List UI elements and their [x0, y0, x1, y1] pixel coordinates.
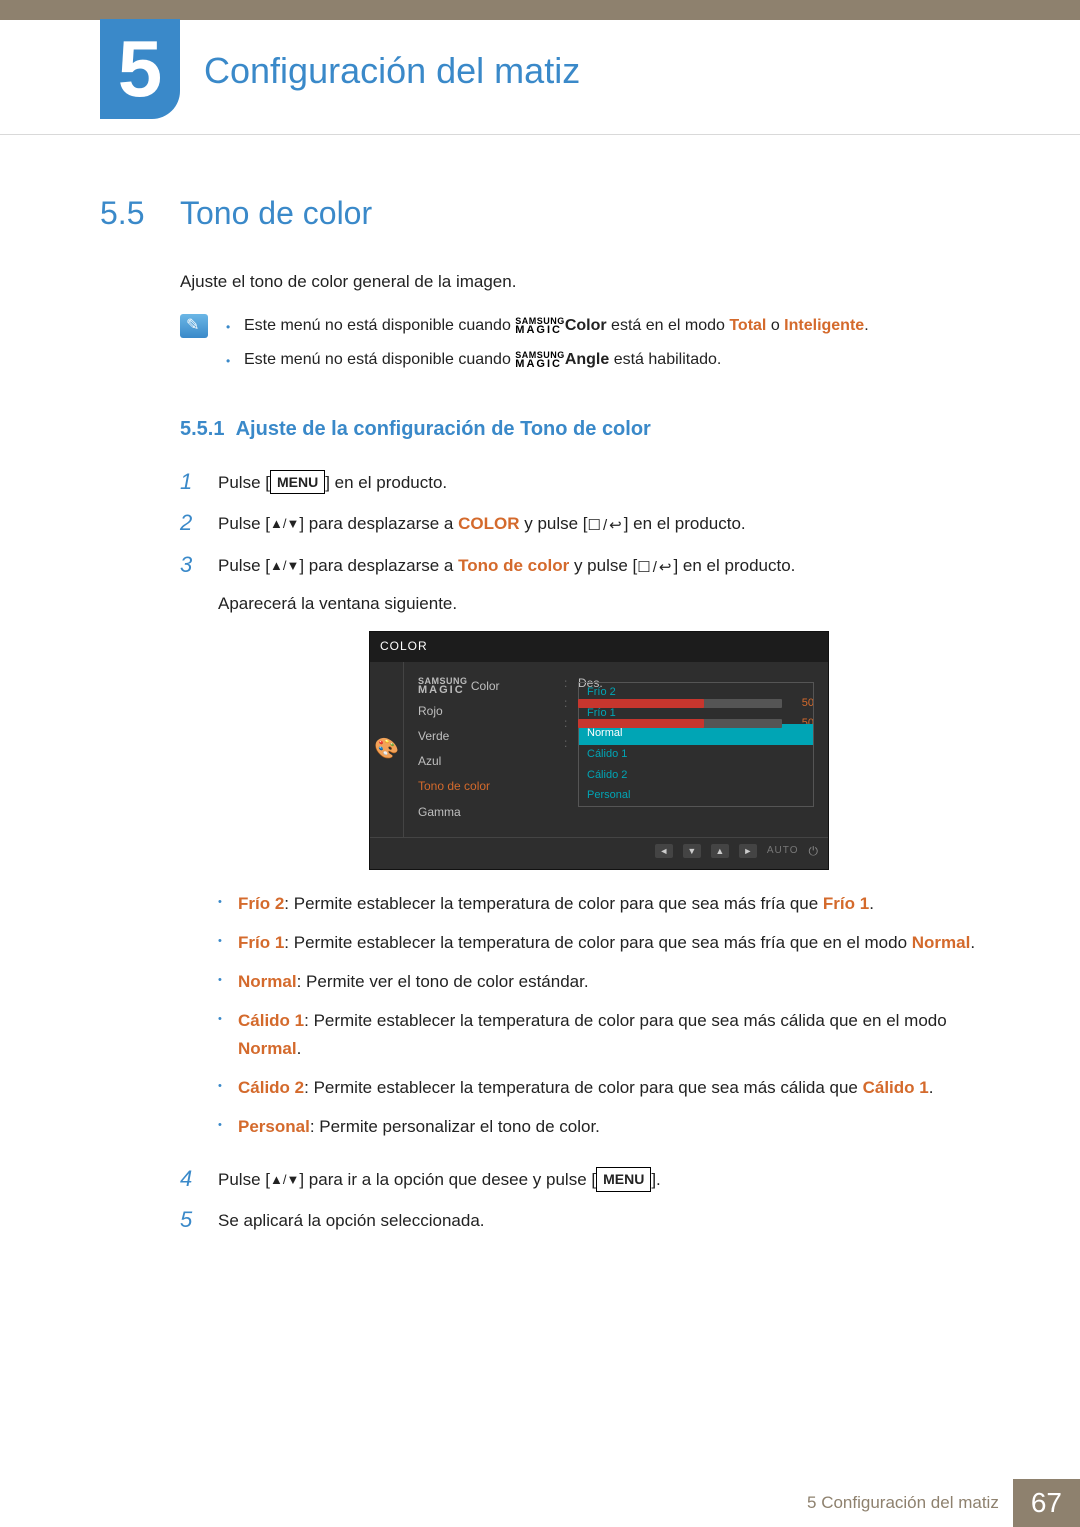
power-icon: ⏻ [809, 842, 819, 861]
note-icon [180, 314, 208, 338]
option-item: Cálido 2: Permite establecer la temperat… [218, 1074, 980, 1101]
chapter-badge: 5 [100, 19, 180, 119]
down-arrow-icon: ▼ [683, 844, 701, 858]
option-item: Frío 1: Permite establecer la temperatur… [218, 929, 980, 956]
step-number: 5 [180, 1207, 200, 1234]
right-arrow-icon: ► [739, 844, 757, 858]
step-item: 4 Pulse [▲/▼] para ir a la opción que de… [180, 1166, 980, 1193]
osd-auto-label: AUTO [767, 843, 799, 859]
step-item: 1 Pulse [MENU] en el producto. [180, 469, 980, 496]
section-title: Tono de color [180, 195, 372, 232]
step-number: 4 [180, 1166, 200, 1193]
source-enter-icon: ☐/↩ [588, 514, 624, 538]
option-item: Frío 2: Permite establecer la temperatur… [218, 890, 980, 917]
updown-arrows-icon: ▲/▼ [270, 514, 299, 535]
section-intro: Ajuste el tono de color general de la im… [180, 272, 980, 292]
note-item: Este menú no está disponible cuando SAMS… [226, 348, 869, 372]
note-list: Este menú no está disponible cuando SAMS… [226, 314, 869, 382]
step-item: 2 Pulse [▲/▼] para desplazarse a COLOR y… [180, 510, 980, 538]
section-number: 5.5 [100, 195, 160, 232]
option-item: Cálido 1: Permite establecer la temperat… [218, 1007, 980, 1061]
samsung-magic-brand: SAMSUNGMAGIC [515, 318, 565, 335]
osd-values: :Des. :50 :50 : Frío 2Frío 1NormalCálido… [564, 662, 828, 837]
palette-icon: 🎨 [374, 733, 399, 765]
osd-sidebar: 🎨 [370, 662, 404, 837]
step-after-text: Aparecerá la ventana siguiente. [218, 590, 980, 617]
option-item: Normal: Permite ver el tono de color est… [218, 968, 980, 995]
page-number: 67 [1013, 1479, 1080, 1527]
step-number: 3 [180, 552, 200, 1152]
note-block: Este menú no está disponible cuando SAMS… [180, 314, 980, 382]
note-item: Este menú no está disponible cuando SAMS… [226, 314, 869, 338]
menu-button-label: MENU [596, 1167, 651, 1191]
osd-selected-label: Tono de color [418, 774, 550, 799]
osd-menu-labels: SAMSUNGMAGIC Color Rojo Verde Azul Tono … [404, 662, 564, 837]
updown-arrows-icon: ▲/▼ [270, 556, 299, 577]
page: 5 Configuración del matiz 5.5 Tono de co… [0, 0, 1080, 1527]
osd-slider-red [578, 699, 782, 708]
osd-footer: ◄ ▼ ▲ ► AUTO ⏻ [370, 837, 828, 869]
page-footer: 5 Configuración del matiz 67 [807, 1479, 1080, 1527]
section-heading: 5.5 Tono de color [100, 195, 980, 232]
osd-menu-screenshot: COLOR 🎨 SAMSUNGMAGIC Color Rojo Verde Az… [369, 631, 829, 870]
menu-button-label: MENU [270, 470, 325, 494]
step-item: 5 Se aplicará la opción seleccionada. [180, 1207, 980, 1234]
updown-arrows-icon: ▲/▼ [270, 1170, 299, 1191]
option-list: Frío 2: Permite establecer la temperatur… [218, 890, 980, 1140]
osd-title: COLOR [370, 632, 828, 661]
chapter-number: 5 [118, 29, 163, 109]
samsung-magic-brand: SAMSUNGMAGIC [515, 352, 565, 369]
source-enter-icon: ☐/↩ [637, 556, 673, 580]
top-stripe [0, 0, 1080, 20]
up-arrow-icon: ▲ [711, 844, 729, 858]
chapter-header: 5 Configuración del matiz [0, 20, 1080, 135]
content: 5.5 Tono de color Ajuste el tono de colo… [0, 135, 1080, 1289]
step-item: 3 Pulse [▲/▼] para desplazarse a Tono de… [180, 552, 980, 1152]
osd-slider-green [578, 719, 782, 728]
option-item: Personal: Permite personalizar el tono d… [218, 1113, 980, 1140]
step-number: 1 [180, 469, 200, 496]
left-arrow-icon: ◄ [655, 844, 673, 858]
chapter-title: Configuración del matiz [204, 50, 580, 92]
subsection-heading: 5.5.1 Ajuste de la configuración de Tono… [180, 418, 980, 441]
steps-list: 1 Pulse [MENU] en el producto. 2 Pulse [… [180, 469, 980, 1235]
step-number: 2 [180, 510, 200, 538]
